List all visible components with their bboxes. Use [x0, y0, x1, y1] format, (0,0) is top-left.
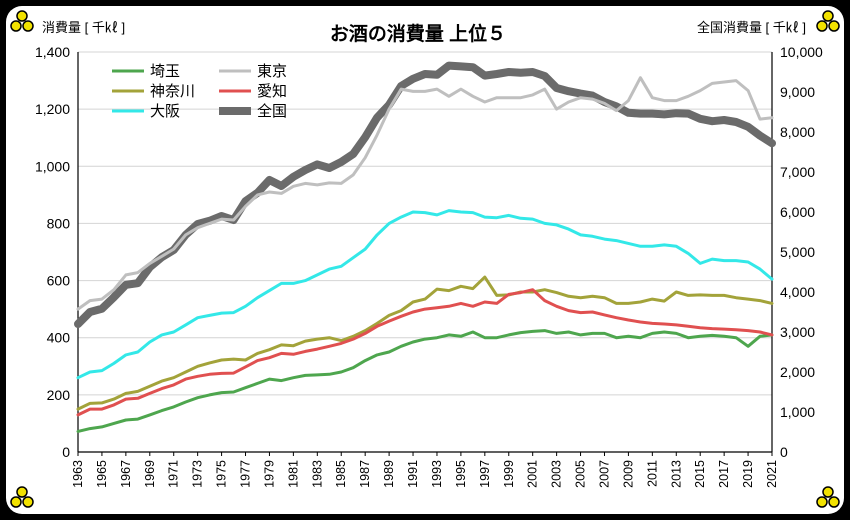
right-y-tick-label: 4,000	[780, 284, 815, 300]
x-tick-label: 2005	[574, 460, 588, 488]
left-y-tick-label: 200	[47, 387, 71, 403]
right-y-tick-label: 0	[780, 444, 788, 460]
x-tick-label: 2017	[717, 460, 731, 488]
right-y-tick-label: 7,000	[780, 164, 815, 180]
x-tick-label: 2015	[693, 460, 707, 488]
x-tick-label: 1991	[406, 460, 420, 488]
x-tick-label: 2021	[765, 460, 779, 488]
right-y-tick-label: 8,000	[780, 124, 815, 140]
x-tick-label: 1971	[167, 460, 181, 488]
right-y-ticks: 0 1,000 2,000 3,000 4,000 5,000 6,000 7,000 8,00…	[780, 44, 823, 460]
x-tick-label: 1965	[95, 460, 109, 488]
x-tick-label: 2001	[526, 460, 540, 488]
x-tick-label: 1993	[430, 460, 444, 488]
right-axis-unit-label: 全国消費量 [ 千㎘ ]	[697, 20, 806, 35]
right-y-tick-label: 9,000	[780, 84, 815, 100]
three-dot-clover-icon	[10, 10, 34, 32]
x-tick-label: 2003	[550, 460, 564, 488]
x-tick-label: 1963	[71, 460, 85, 488]
legend-label: 全国	[257, 102, 287, 120]
x-tick-label: 1969	[143, 460, 157, 488]
three-dot-clover-icon	[816, 10, 840, 32]
x-tick-label: 1995	[454, 460, 468, 488]
x-tick-label: 2007	[597, 460, 611, 488]
right-y-tick-label: 5,000	[780, 244, 815, 260]
legend-label: 東京	[257, 63, 287, 80]
x-tick-label: 1985	[334, 460, 348, 488]
x-tick-label: 1979	[262, 460, 276, 488]
series-line-埼玉	[76, 329, 774, 433]
right-y-tick-label: 1,000	[780, 404, 815, 420]
series-line-大阪	[76, 209, 774, 380]
series-line-愛知	[76, 288, 774, 417]
x-tick-label: 2011	[645, 460, 659, 487]
left-y-tick-label: 600	[47, 273, 71, 289]
legend-label: 神奈川	[150, 83, 195, 100]
series-line-神奈川	[76, 275, 774, 411]
x-tick-label: 1975	[215, 460, 229, 488]
left-y-tick-label: 1,200	[35, 101, 70, 117]
x-tick-label: 1967	[119, 460, 133, 488]
line-chart: 0 200 400 600 800 1,000 1,200 1,400 0 1,000 2,000…	[35, 20, 823, 488]
right-y-tick-label: 3,000	[780, 324, 815, 340]
x-tick-label: 1987	[358, 460, 372, 488]
series-lines	[74, 61, 776, 433]
left-y-tick-label: 800	[47, 215, 71, 231]
series-line-東京	[76, 76, 774, 311]
chart-frame: 0 200 400 600 800 1,000 1,200 1,400 0 1,000 2,000…	[6, 6, 844, 514]
left-y-ticks: 0 200 400 600 800 1,000 1,200 1,400	[35, 44, 70, 460]
x-tick-label: 1989	[382, 460, 396, 488]
right-y-tick-label: 6,000	[780, 204, 815, 220]
right-y-tick-label: 10,000	[780, 44, 823, 60]
left-y-tick-label: 1,000	[35, 158, 70, 174]
left-axis-unit-label: 消費量 [ 千㎘ ]	[42, 20, 125, 35]
x-tick-label: 1973	[191, 460, 205, 488]
x-ticks: 1963 1965 1967 1969 1971 1973 1975 1977 1979 1981…	[71, 452, 779, 488]
legend-label: 大阪	[150, 103, 180, 120]
x-tick-label: 1999	[502, 460, 516, 488]
x-tick-label: 1997	[478, 460, 492, 488]
x-tick-label: 2013	[669, 460, 683, 488]
x-tick-label: 1983	[310, 460, 324, 488]
left-y-tick-label: 1,400	[35, 44, 70, 60]
x-tick-label: 1981	[286, 460, 300, 488]
x-tick-label: 1977	[239, 460, 253, 488]
legend-label: 愛知	[257, 83, 287, 100]
x-tick-label: 2019	[741, 460, 755, 488]
series-line-全国	[74, 61, 776, 328]
x-tick-label: 2009	[621, 460, 635, 488]
three-dot-clover-icon	[816, 486, 840, 508]
right-y-tick-label: 2,000	[780, 364, 815, 380]
left-y-tick-label: 400	[47, 330, 71, 346]
chart-title: お酒の消費量 上位５	[330, 22, 506, 45]
legend-label: 埼玉	[150, 63, 180, 80]
left-y-tick-label: 0	[62, 444, 70, 460]
three-dot-clover-icon	[10, 486, 34, 508]
